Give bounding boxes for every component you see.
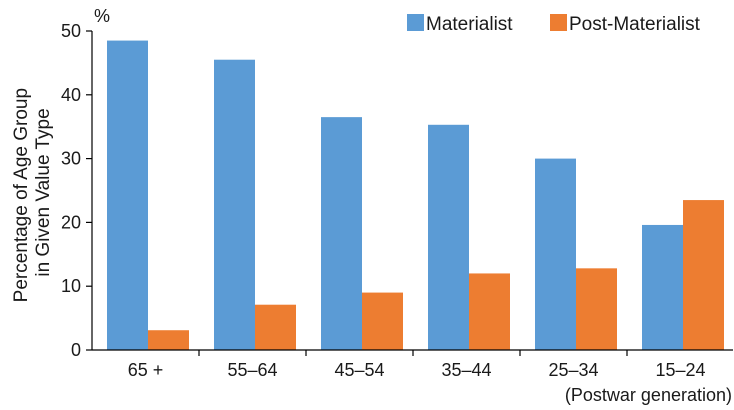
bar-materialist-4 xyxy=(535,158,576,350)
x-category-label: 25–34 xyxy=(548,360,598,380)
y-unit-label: % xyxy=(94,6,110,26)
legend-label-materialist: Materialist xyxy=(426,14,513,35)
y-tick-label: 0 xyxy=(71,340,81,360)
x-category-label: 15–24 xyxy=(655,360,705,380)
x-category-label: 65 + xyxy=(128,360,164,380)
legend-swatch-post-materialist xyxy=(550,14,567,31)
legend-label-post-materialist: Post-Materialist xyxy=(569,14,701,35)
x-category-label: 35–44 xyxy=(441,360,491,380)
y-tick-label: 10 xyxy=(61,276,81,296)
category-note: (Postwar generation) xyxy=(565,385,732,405)
bar-post-materialist-5 xyxy=(683,200,724,350)
y-tick-label: 20 xyxy=(61,212,81,232)
x-category-label: 45–54 xyxy=(334,360,384,380)
y-tick-label: 40 xyxy=(61,85,81,105)
bars-layer xyxy=(107,40,724,351)
bar-post-materialist-1 xyxy=(255,304,296,350)
bar-post-materialist-4 xyxy=(576,268,617,350)
y-axis-title: Percentage of Age Group in Given Value T… xyxy=(11,83,54,303)
bar-materialist-5 xyxy=(642,224,683,350)
y-axis-title-line: in Given Value Type xyxy=(33,108,54,276)
bar-materialist-0 xyxy=(107,40,148,350)
x-category-label: 55–64 xyxy=(227,360,277,380)
labels-layer: 0 10 20 30 40 50 65 + 55–64 45–54 35–44 25–34 15–24 xyxy=(61,21,706,380)
bar-post-materialist-0 xyxy=(148,330,189,350)
legend-swatch-materialist xyxy=(407,14,424,31)
y-axis-title-line: Percentage of Age Group xyxy=(11,88,32,302)
y-tick-label: 50 xyxy=(61,21,81,41)
bar-post-materialist-2 xyxy=(362,292,403,350)
bar-materialist-1 xyxy=(214,59,255,351)
y-tick-label: 30 xyxy=(61,149,81,169)
bar-materialist-2 xyxy=(321,117,362,350)
axes-layer xyxy=(91,31,733,351)
bar-materialist-3 xyxy=(428,124,469,350)
bar-post-materialist-3 xyxy=(469,273,510,350)
legend: Materialist Post-Materialist xyxy=(407,14,701,35)
ticks-layer xyxy=(86,30,628,356)
